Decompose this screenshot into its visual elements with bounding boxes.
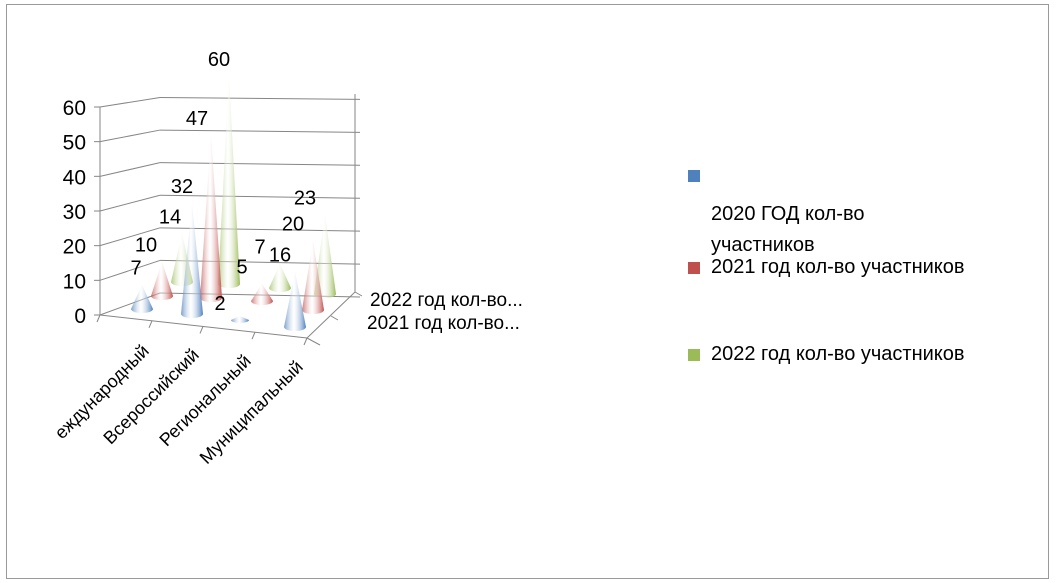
category-labels-layer: еждународныйВсероссийскийРегиональныйМун…: [51, 341, 307, 468]
legend-label-2021: 2021 год кол-во участников: [711, 256, 965, 278]
legend-label-2020-line1: 2020 ГОД кол-во: [711, 203, 865, 225]
data-label: 16: [269, 245, 291, 267]
cones-layer: [131, 76, 336, 331]
category-label: Всероссийский: [99, 345, 202, 448]
cone-2021 год кол-во участников-Муниципальный: [302, 240, 324, 314]
data-label: 23: [294, 187, 316, 209]
y-tick-label: 30: [63, 201, 86, 224]
data-label: 7: [254, 237, 265, 259]
cone-2020 ГОД кол-во участников-Международный: [131, 284, 153, 313]
legend-swatch-2021: [688, 262, 700, 274]
cone-2021 год кол-во участников-Всероссийский: [200, 135, 222, 302]
depth-axis-label: 2021 год кол-во...: [367, 313, 520, 334]
cone-2020 ГОД кол-во участников-Региональный: [231, 316, 249, 323]
y-tick-labels: 0 10 20 30 40 50 60: [63, 97, 86, 328]
cone-2022 год кол-во участников-Муниципальный: [314, 214, 336, 298]
data-labels-layer: 14 60 7 23 10 47 5 20 7 32 2 16: [130, 49, 316, 315]
data-label: 47: [186, 108, 208, 130]
y-tick-label: 40: [63, 166, 86, 189]
cone-2020 ГОД кол-во участников-Муниципальный: [284, 271, 306, 331]
legend-label-2020-line2: участников: [711, 234, 815, 256]
y-tick-label: 20: [63, 236, 86, 259]
cone-2022 год кол-во участников-Всероссийский: [218, 76, 240, 288]
data-label: 7: [130, 258, 141, 280]
cone-2020 ГОД кол-во участников-Всероссийский: [181, 203, 203, 318]
legend-swatch-2022: [688, 349, 700, 361]
category-label: еждународный: [51, 341, 153, 443]
y-tick-label: 60: [63, 97, 86, 120]
depth-axis-label: 2022 год кол-во...: [370, 290, 523, 311]
data-label: 5: [236, 257, 247, 279]
data-label: 20: [282, 214, 304, 236]
data-label: 2: [214, 293, 225, 315]
data-label: 32: [171, 176, 193, 198]
cone-2021 год кол-во участников-Международный: [151, 261, 173, 300]
legend-swatch-2020: [688, 170, 700, 182]
y-tick-label: 10: [63, 270, 86, 293]
data-label: 10: [135, 234, 157, 256]
data-label: 14: [159, 206, 181, 228]
y-tick-label: 0: [74, 305, 86, 328]
depth-axis-labels: 2022 год кол-во...2021 год кол-во...: [367, 290, 523, 334]
chart-frame: [6, 4, 1049, 579]
data-label: 60: [208, 49, 230, 71]
cone-2021 год кол-во участников-Региональный: [251, 283, 273, 305]
cone-2022 год кол-во участников-Региональный: [269, 263, 291, 292]
y-tick-label: 50: [63, 132, 86, 155]
category-label: Муниципальный: [196, 357, 307, 468]
legend-label-2022: 2022 год кол-во участников: [711, 343, 965, 365]
